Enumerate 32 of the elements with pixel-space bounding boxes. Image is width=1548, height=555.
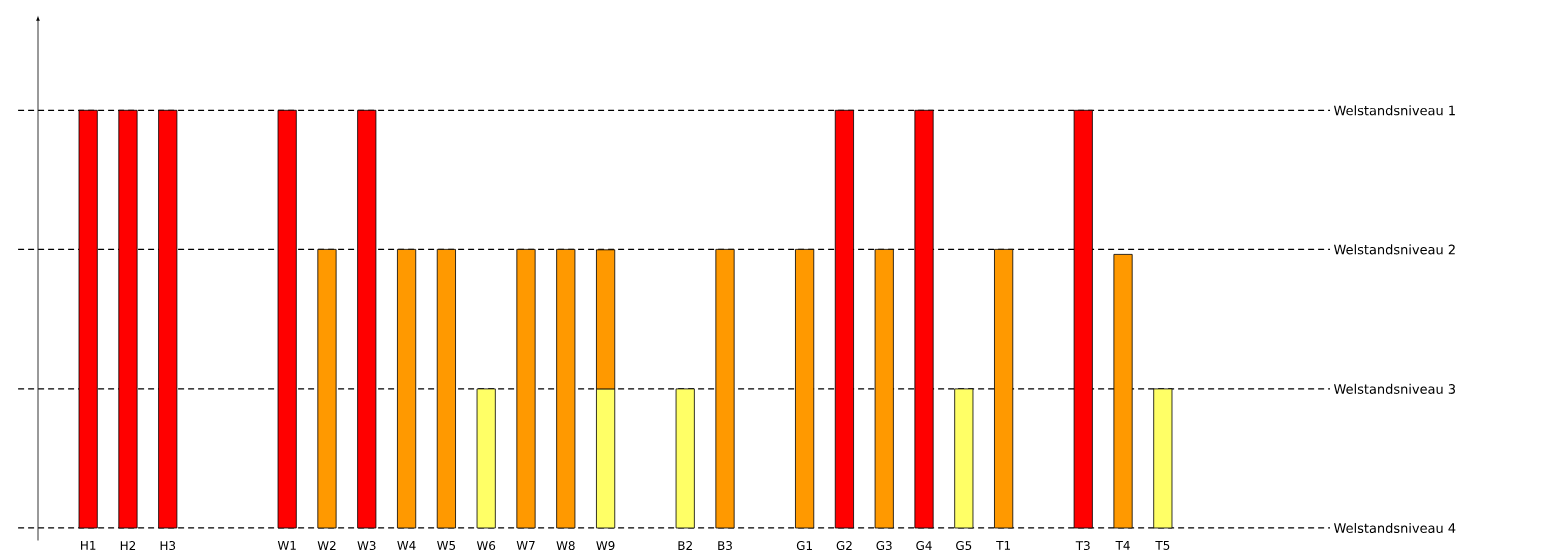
x-tick-label: W2 xyxy=(317,541,336,550)
x-tick-label: H2 xyxy=(120,541,136,550)
x-tick-label: H1 xyxy=(81,541,96,550)
ref-line-label: Welstandsniveau 3 xyxy=(1333,383,1456,394)
x-tick-label: T4 xyxy=(1115,541,1130,550)
x-tick-label: H3 xyxy=(160,541,176,551)
bar xyxy=(476,388,496,529)
bar xyxy=(556,248,576,529)
bar xyxy=(436,248,456,529)
x-tick-label: T5 xyxy=(1155,541,1170,550)
x-tick-label: G3 xyxy=(876,541,892,551)
x-tick-label: W6 xyxy=(476,541,496,551)
ref-line-label: Welstandsniveau 2 xyxy=(1333,244,1455,255)
x-tick-label: T1 xyxy=(996,541,1010,550)
x-tick-label: T3 xyxy=(1075,541,1090,551)
ref-line-label: Welstandsniveau 4 xyxy=(1333,522,1456,533)
x-tick-label: W5 xyxy=(437,541,456,550)
x-tick-label: W9 xyxy=(596,541,615,551)
bar xyxy=(516,248,536,529)
x-tick-label: G2 xyxy=(836,541,852,551)
x-tick-label: W7 xyxy=(516,541,535,550)
x-tick-label: W3 xyxy=(357,541,376,551)
x-tick-label: B3 xyxy=(718,541,732,551)
x-tick-label: G4 xyxy=(916,541,932,551)
x-tick-label: B2 xyxy=(678,541,692,550)
x-tick-label: W1 xyxy=(277,541,296,550)
x-tick-label: W8 xyxy=(556,541,575,551)
x-tick-label: G1 xyxy=(796,541,812,551)
ref-line-label: Welstandsniveau 1 xyxy=(1333,105,1455,116)
x-tick-label: G5 xyxy=(956,541,972,551)
x-tick-label: W4 xyxy=(397,541,416,550)
bar xyxy=(397,248,417,529)
